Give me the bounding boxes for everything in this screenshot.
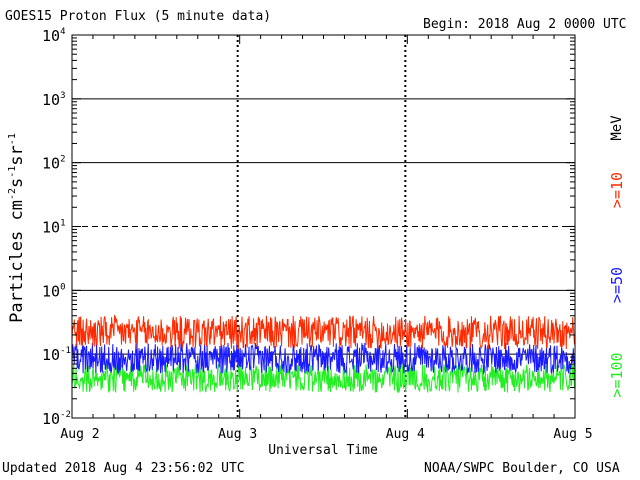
x-axis-label: Universal Time — [268, 443, 378, 458]
x-tick-label: Aug 4 — [386, 427, 425, 442]
series-line-ge10 — [72, 316, 575, 349]
series-layer — [72, 316, 575, 393]
legend-label: >=50 — [608, 267, 626, 303]
y-tick-label: 100 — [42, 282, 65, 300]
x-tick-label: Aug 2 — [60, 427, 99, 442]
x-tick-label: Aug 3 — [218, 427, 257, 442]
y-tick-label: 103 — [42, 91, 65, 109]
y-tick-label: 104 — [42, 27, 65, 45]
unit-label: MeV — [609, 115, 625, 141]
legend-label: >=100 — [608, 352, 626, 397]
credit-label: NOAA/SWPC Boulder, CO USA — [424, 462, 620, 475]
legend-label: >=10 — [608, 172, 626, 208]
x-tick-label: Aug 5 — [553, 427, 592, 442]
y-tick-label: 10-2 — [42, 410, 71, 428]
y-axis-label: Particles cm-2s-1sr-1 — [7, 133, 27, 323]
y-tick-labels: 10-2 10-1 100 101 102 103 104 — [42, 27, 71, 428]
y-tick-label: 10-1 — [42, 346, 71, 364]
updated-timestamp: Updated 2018 Aug 4 23:56:02 UTC — [2, 462, 245, 475]
series-legend: >=10 >=50 >=100 — [608, 172, 626, 398]
x-tick-labels: Aug 2 Aug 3 Aug 4 Aug 5 — [60, 427, 592, 442]
y-tick-label: 101 — [42, 219, 65, 237]
y-tick-label: 102 — [42, 155, 65, 173]
